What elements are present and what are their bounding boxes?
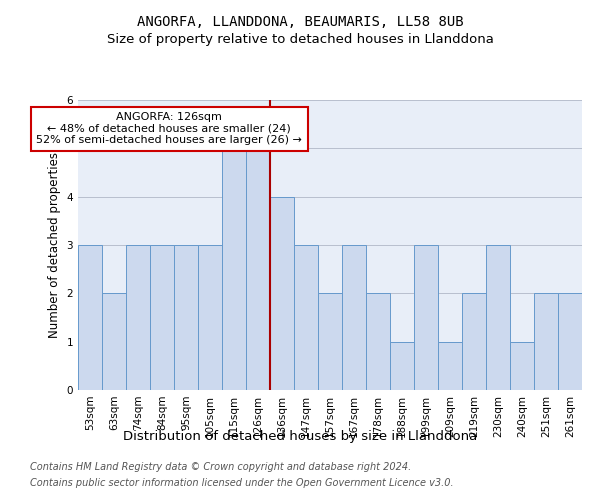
- Bar: [78, 245, 102, 390]
- Bar: [438, 342, 462, 390]
- Bar: [270, 196, 294, 390]
- Bar: [486, 245, 510, 390]
- Text: Contains HM Land Registry data © Crown copyright and database right 2024.: Contains HM Land Registry data © Crown c…: [30, 462, 411, 472]
- Bar: [414, 245, 438, 390]
- Text: Contains public sector information licensed under the Open Government Licence v3: Contains public sector information licen…: [30, 478, 454, 488]
- Bar: [246, 148, 270, 390]
- Bar: [174, 245, 198, 390]
- Text: Size of property relative to detached houses in Llanddona: Size of property relative to detached ho…: [107, 32, 493, 46]
- Bar: [534, 294, 558, 390]
- Text: ANGORFA, LLANDDONA, BEAUMARIS, LL58 8UB: ANGORFA, LLANDDONA, BEAUMARIS, LL58 8UB: [137, 15, 463, 29]
- Text: ANGORFA: 126sqm
← 48% of detached houses are smaller (24)
52% of semi-detached h: ANGORFA: 126sqm ← 48% of detached houses…: [36, 112, 302, 146]
- Text: Distribution of detached houses by size in Llanddona: Distribution of detached houses by size …: [123, 430, 477, 443]
- Bar: [318, 294, 342, 390]
- Bar: [294, 245, 318, 390]
- Bar: [102, 294, 126, 390]
- Bar: [342, 245, 366, 390]
- Bar: [150, 245, 174, 390]
- Bar: [558, 294, 582, 390]
- Bar: [126, 245, 150, 390]
- Bar: [222, 148, 246, 390]
- Bar: [198, 245, 222, 390]
- Bar: [462, 294, 486, 390]
- Bar: [366, 294, 390, 390]
- Bar: [390, 342, 414, 390]
- Bar: [510, 342, 534, 390]
- Y-axis label: Number of detached properties: Number of detached properties: [48, 152, 61, 338]
